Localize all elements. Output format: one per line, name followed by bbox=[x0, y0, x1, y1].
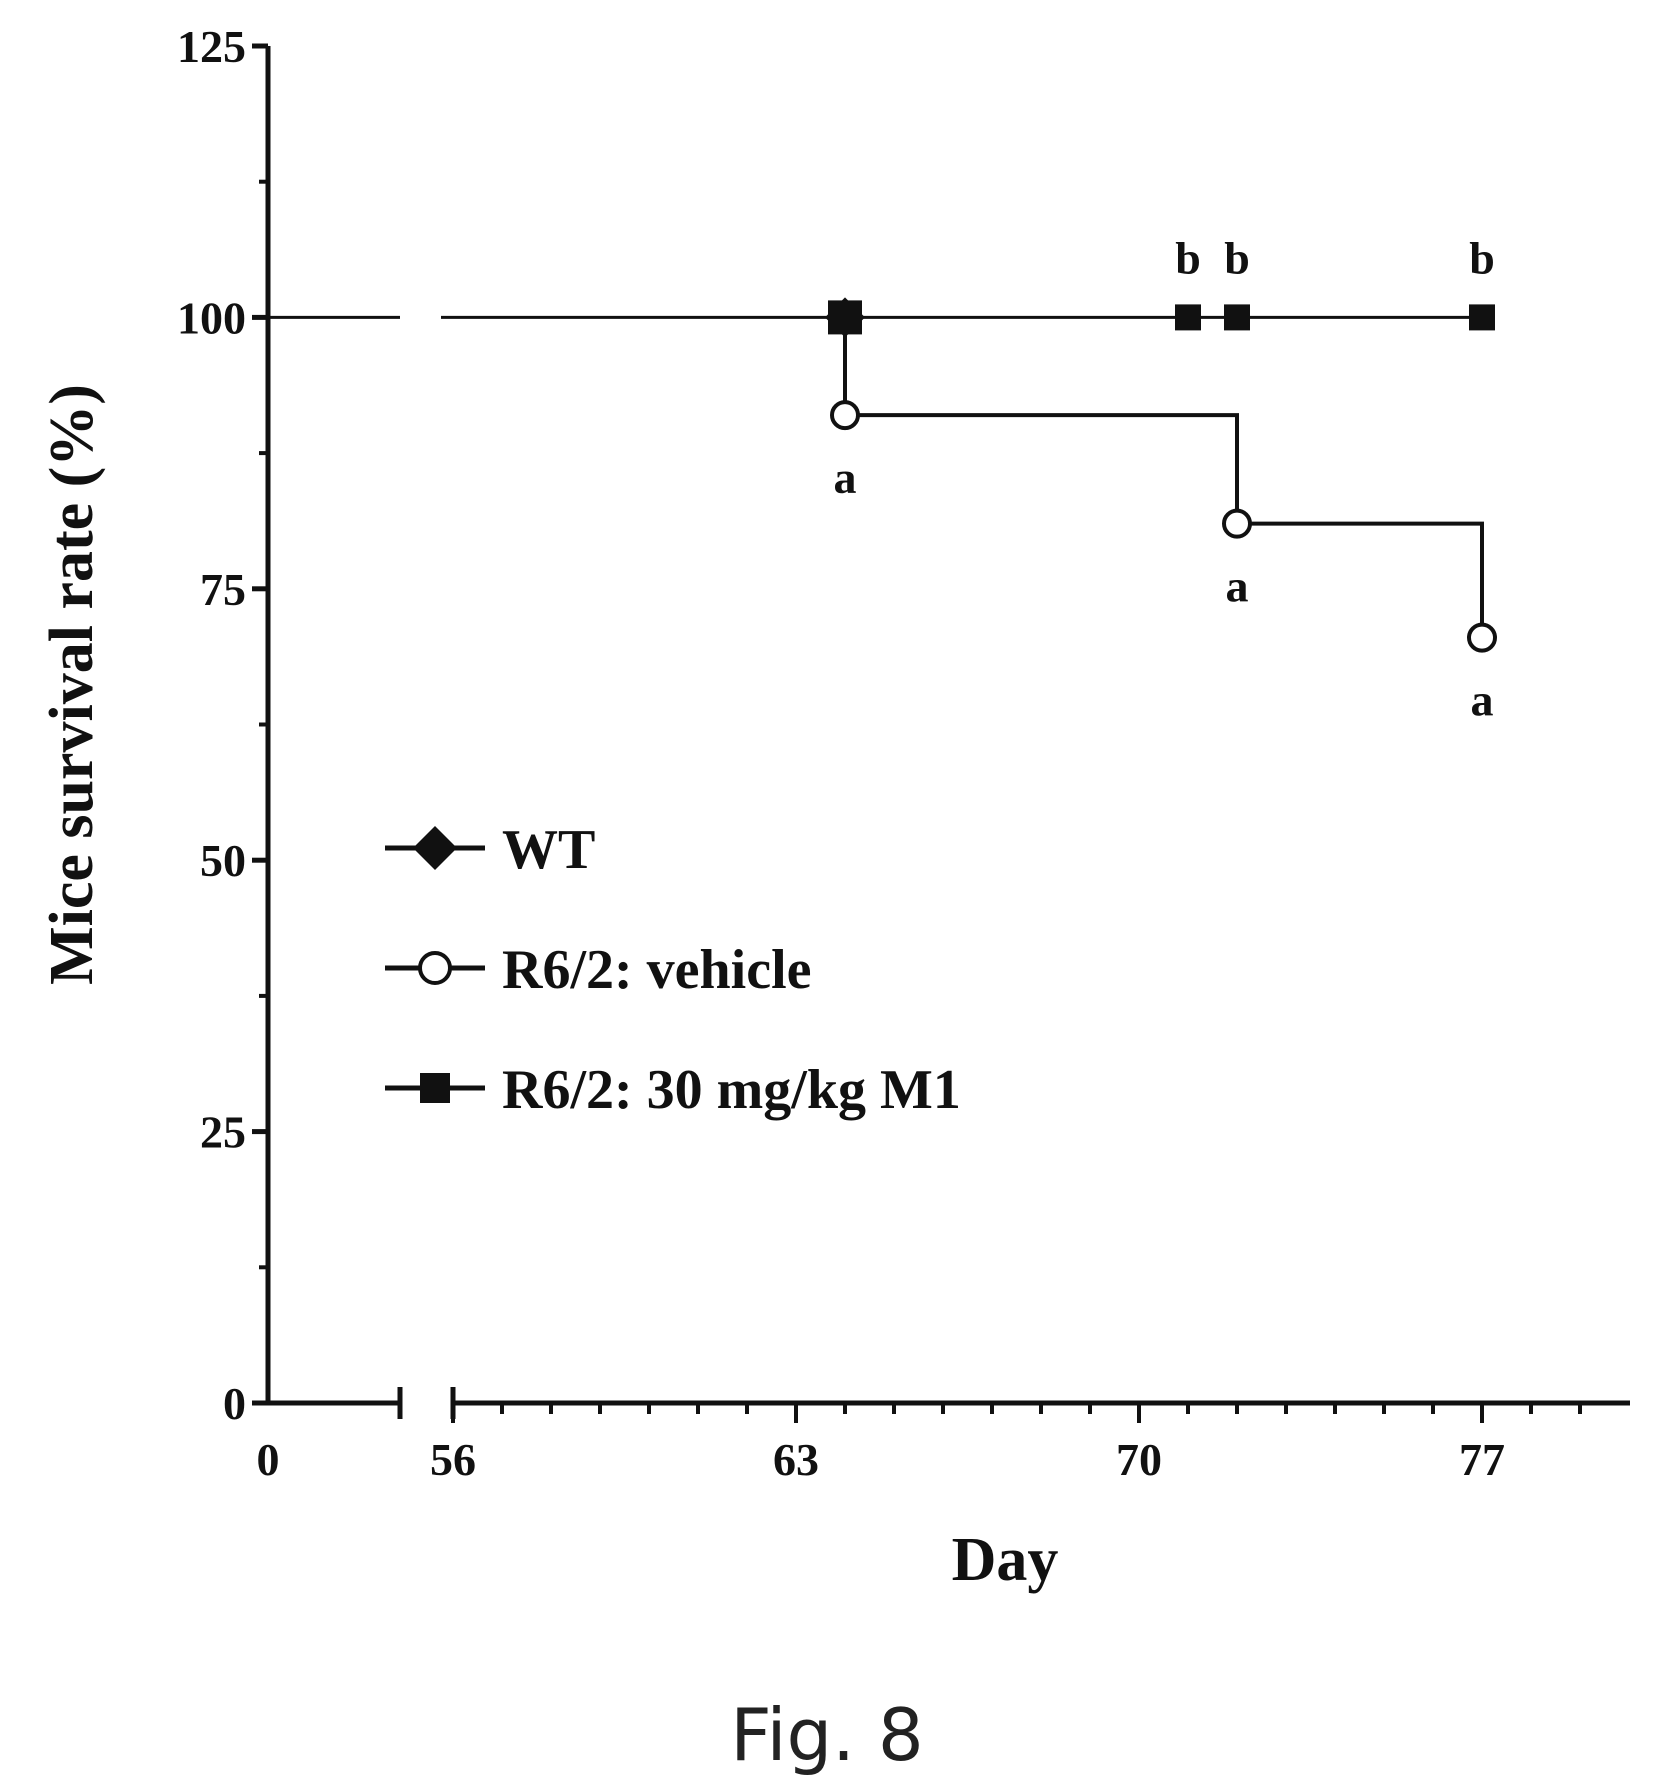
x-tick-label: 70 bbox=[1116, 1434, 1162, 1485]
m1-sig-label: b bbox=[1469, 232, 1495, 283]
series-markers bbox=[825, 297, 1497, 653]
m1-sig-label: b bbox=[1224, 232, 1250, 283]
x-axis-ticks: 0 56 63 70 77 bbox=[257, 1403, 1582, 1485]
m1-marker bbox=[1469, 304, 1495, 331]
y-tick-label: 100 bbox=[177, 292, 246, 343]
x-tick-label: 77 bbox=[1459, 1434, 1505, 1485]
vehicle-sig-label: a bbox=[834, 452, 857, 503]
legend-marker-diamond bbox=[413, 826, 457, 870]
vehicle-step-line bbox=[843, 317, 1484, 638]
figure-caption: Fig. 8 bbox=[730, 1693, 923, 1777]
legend: WT R6/2: vehicle R6/2: 30 mg/kg M1 bbox=[385, 819, 961, 1121]
m1-marker bbox=[1224, 304, 1250, 331]
x-tick-label: 56 bbox=[430, 1434, 476, 1485]
m1-marker bbox=[1175, 304, 1201, 331]
x-tick-label: 0 bbox=[257, 1434, 280, 1485]
vehicle-marker bbox=[1222, 508, 1252, 539]
legend-marker-circle bbox=[418, 951, 452, 985]
y-tick-label: 0 bbox=[223, 1378, 246, 1429]
vehicle-marker bbox=[830, 400, 860, 431]
legend-marker-square bbox=[420, 1073, 450, 1103]
m1-sig-label: b bbox=[1175, 232, 1201, 283]
y-tick-label: 50 bbox=[200, 835, 246, 886]
chart-axes bbox=[265, 46, 1630, 1419]
y-axis-label: Mice survival rate (%) bbox=[38, 384, 106, 985]
series-lines bbox=[268, 315, 1484, 638]
y-tick-label: 25 bbox=[200, 1107, 246, 1158]
x-axis-label: Day bbox=[952, 1526, 1059, 1594]
x-tick-label: 63 bbox=[773, 1434, 819, 1485]
vehicle-marker bbox=[1467, 622, 1497, 653]
m1-marker bbox=[828, 300, 862, 335]
legend-label: R6/2: vehicle bbox=[502, 939, 811, 1001]
y-tick-label: 125 bbox=[177, 21, 246, 72]
legend-label: WT bbox=[502, 819, 595, 881]
y-tick-label: 75 bbox=[200, 564, 246, 615]
y-axis-ticks: 0 25 50 75 100 125 bbox=[177, 21, 268, 1429]
legend-label: R6/2: 30 mg/kg M1 bbox=[502, 1059, 961, 1121]
vehicle-sig-label: a bbox=[1226, 561, 1249, 612]
vehicle-sig-label: a bbox=[1471, 675, 1494, 726]
